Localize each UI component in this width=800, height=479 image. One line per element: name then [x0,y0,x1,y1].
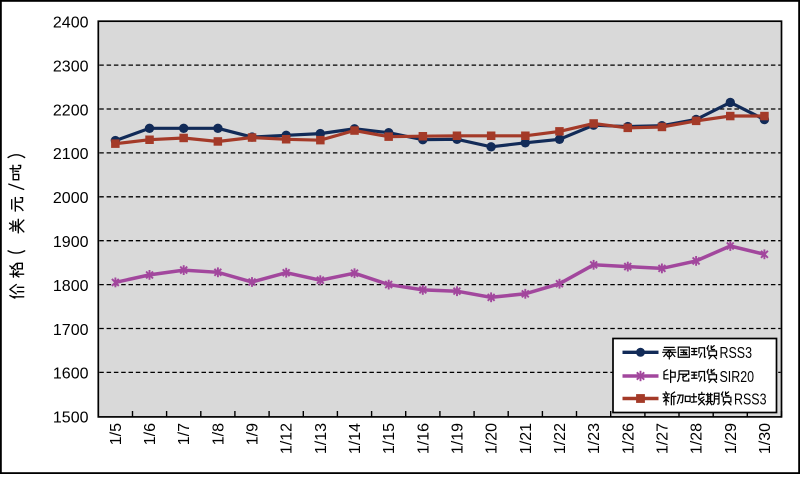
svg-text:1/20: 1/20 [484,423,501,454]
svg-text:1/14: 1/14 [347,423,364,454]
svg-text:2300: 2300 [53,58,89,75]
svg-text:1/7: 1/7 [176,423,193,445]
svg-text:1500: 1500 [53,410,89,427]
svg-text:1/15: 1/15 [381,423,398,454]
svg-text:1/8: 1/8 [210,423,227,445]
svg-text:1/13: 1/13 [313,423,330,454]
svg-text:1/29: 1/29 [723,423,740,454]
svg-text:2400: 2400 [53,15,89,32]
svg-text:1/9: 1/9 [245,423,262,445]
svg-text:1/21: 1/21 [518,423,535,454]
svg-text:2000: 2000 [53,190,89,207]
svg-text:1/22: 1/22 [552,423,569,454]
svg-text:1600: 1600 [53,366,89,383]
svg-text:RSS3: RSS3 [720,345,753,362]
svg-text:2100: 2100 [53,146,89,163]
svg-text:1/23: 1/23 [586,423,603,454]
svg-text:1/6: 1/6 [142,423,159,445]
svg-text:1800: 1800 [53,278,89,295]
svg-text:2200: 2200 [53,102,89,119]
svg-text:1/28: 1/28 [689,423,706,454]
svg-text:1/16: 1/16 [415,423,432,454]
svg-text:SIR20: SIR20 [720,369,755,386]
svg-text:1/5: 1/5 [108,423,125,445]
svg-text:RSS3: RSS3 [734,391,767,408]
svg-text:1/26: 1/26 [620,423,637,454]
svg-text:1/19: 1/19 [450,423,467,454]
svg-text:1/12: 1/12 [279,423,296,454]
svg-text:1900: 1900 [53,234,89,251]
svg-text:1700: 1700 [53,322,89,339]
svg-text:1/27: 1/27 [654,423,671,454]
svg-text:1/30: 1/30 [757,423,774,454]
